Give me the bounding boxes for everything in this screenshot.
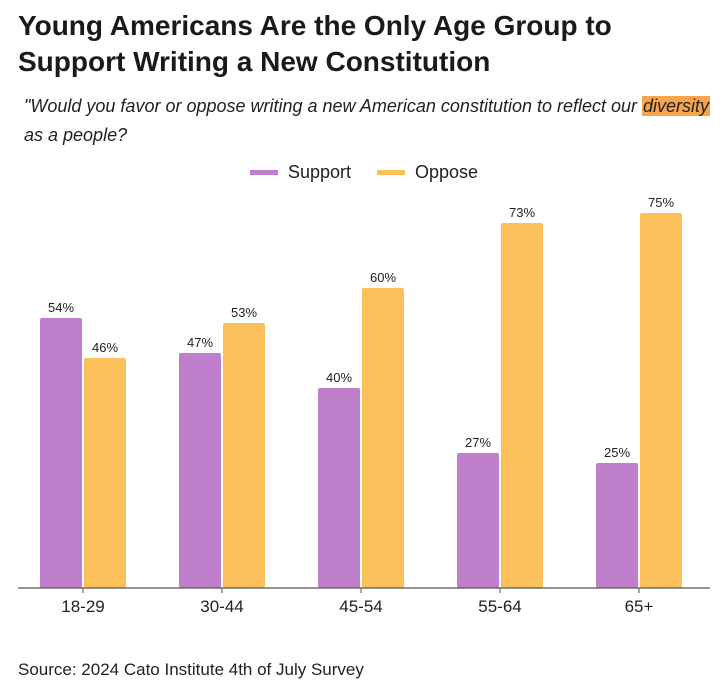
- bar-support-18-29: [40, 318, 82, 588]
- source-note: Source: 2024 Cato Institute 4th of July …: [18, 660, 364, 679]
- bar-oppose-55-64: [501, 223, 543, 588]
- value-label-support-55-64: 27%: [465, 435, 491, 450]
- value-label-oppose-18-29: 46%: [92, 340, 118, 355]
- chart-title: Young Americans Are the Only Age Group t…: [18, 10, 612, 77]
- bar-support-65+: [596, 463, 638, 588]
- bar-support-45-54: [318, 388, 360, 588]
- bar-oppose-18-29: [84, 358, 126, 588]
- legend-label-oppose: Oppose: [415, 162, 479, 182]
- x-tick-label-30-44: 30-44: [200, 597, 243, 616]
- value-label-support-45-54: 40%: [326, 370, 352, 385]
- subtitle-highlight: diversity: [642, 96, 711, 116]
- bar-support-30-44: [179, 353, 221, 588]
- legend-swatch-oppose: [377, 170, 405, 175]
- legend-label-support: Support: [287, 162, 351, 182]
- value-label-support-65+: 25%: [604, 445, 630, 460]
- value-label-support-18-29: 54%: [48, 300, 74, 315]
- chart-legend: Support Oppose: [0, 162, 728, 183]
- bar-support-55-64: [457, 453, 499, 588]
- x-tick-label-65+: 65+: [625, 597, 654, 616]
- bar-oppose-65+: [640, 213, 682, 588]
- x-tick-label-18-29: 18-29: [61, 597, 104, 616]
- legend-item-oppose: Oppose: [377, 162, 478, 183]
- bar-oppose-45-54: [362, 288, 404, 588]
- chart-subtitle: "Would you favor or oppose writing a new…: [24, 92, 714, 150]
- value-label-oppose-65+: 75%: [648, 195, 674, 210]
- x-tick-label-45-54: 45-54: [339, 597, 382, 616]
- value-label-oppose-45-54: 60%: [370, 270, 396, 285]
- x-tick-label-55-64: 55-64: [478, 597, 521, 616]
- value-label-support-30-44: 47%: [187, 335, 213, 350]
- subtitle-text-after: as a people?: [24, 125, 128, 145]
- legend-item-support: Support: [249, 162, 351, 183]
- value-label-oppose-55-64: 73%: [509, 205, 535, 220]
- legend-swatch-support: [249, 170, 278, 175]
- value-label-oppose-30-44: 53%: [231, 305, 257, 320]
- subtitle-text-before: "Would you favor or oppose writing a new…: [24, 96, 643, 116]
- bar-oppose-30-44: [223, 323, 265, 588]
